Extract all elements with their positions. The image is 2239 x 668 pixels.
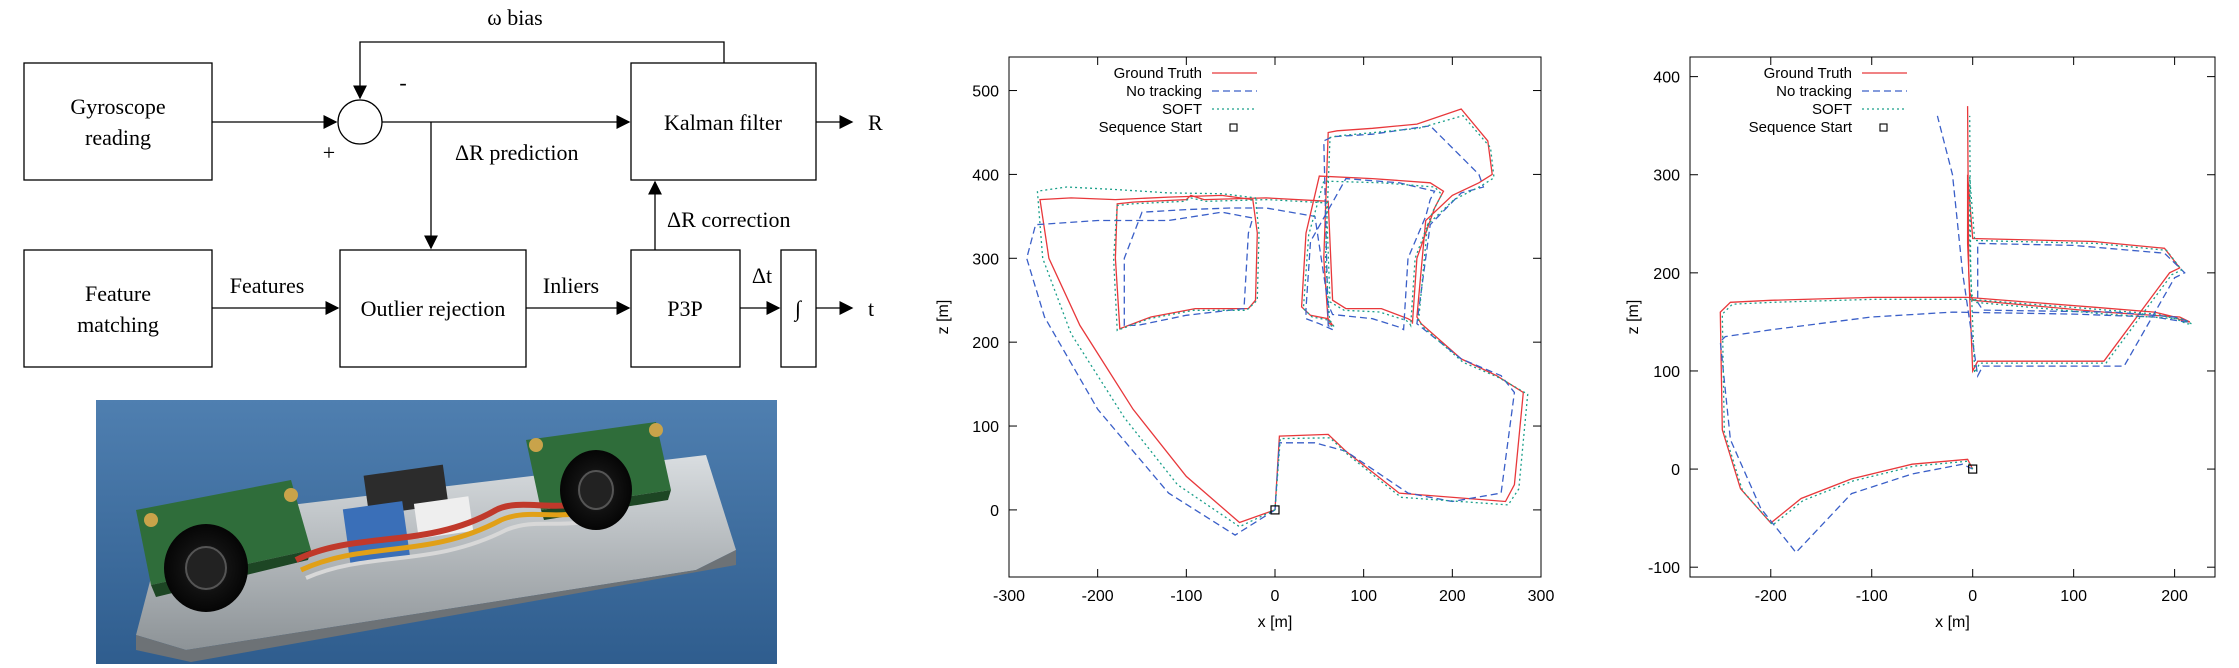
gyro-label-2: reading <box>85 125 151 150</box>
legend-label: SOFT <box>1162 101 1202 118</box>
r-output-label: R <box>868 110 883 135</box>
minus-label: - <box>399 70 406 95</box>
x-tick-label: 200 <box>1439 588 1466 605</box>
y-tick-label: 500 <box>972 84 999 101</box>
legend-label: No tracking <box>1126 83 1202 100</box>
x-axis-label: x [m] <box>1258 614 1293 631</box>
x-tick-label: 300 <box>1528 588 1555 605</box>
x-tick-label: 0 <box>1968 588 1977 605</box>
series-line-soft <box>1721 115 2193 526</box>
omega-bias-label: ω bias <box>487 5 542 30</box>
block-diagram: Gyroscope reading Feature matching Outli… <box>23 5 883 368</box>
kalman-box <box>630 62 817 181</box>
summing-junction <box>337 99 383 145</box>
outlier-label: Outlier rejection <box>361 296 506 321</box>
plus-label: + <box>323 140 335 165</box>
dr-correction-label: ΔR correction <box>667 207 791 232</box>
plot-frame <box>1689 56 2216 578</box>
dr-prediction-label: ΔR prediction <box>455 140 579 165</box>
legend-label: Sequence Start <box>1749 119 1853 136</box>
t-output-label: t <box>868 296 874 321</box>
series-line-no-tracking <box>1719 115 2190 554</box>
y-axis-label: z [m] <box>1625 300 1642 335</box>
y-tick-label: 300 <box>972 251 999 268</box>
stereo-camera-photo <box>96 400 777 664</box>
x-axis-label: x [m] <box>1935 614 1970 631</box>
outlier-box <box>339 249 527 368</box>
x-tick-label: 200 <box>2161 588 2188 605</box>
features-label: Features <box>230 273 305 298</box>
x-tick-label: 100 <box>1350 588 1377 605</box>
arrow-bias-feedback <box>353 41 725 100</box>
legend-label: Ground Truth <box>1114 65 1202 82</box>
trajectory-plot-right: -200 -100 0 100 200 -100 0 100 200 300 400 x [m] z [… <box>1625 56 2216 631</box>
y-tick-label: -100 <box>1648 560 1680 577</box>
x-tick-label: -100 <box>1856 588 1888 605</box>
sequence-start-marker <box>1270 505 1280 515</box>
x-tick-label: 0 <box>1271 588 1280 605</box>
legend-swatch <box>1879 123 1888 132</box>
feature-label-2: matching <box>77 312 159 337</box>
dt-label: Δt <box>752 263 772 288</box>
sequence-start-marker <box>1968 464 1978 474</box>
x-tick-label: -200 <box>1082 588 1114 605</box>
y-axis-label: z [m] <box>935 300 952 335</box>
y-tick-label: 0 <box>990 503 999 520</box>
inliers-label: Inliers <box>543 273 599 298</box>
feature-label-1: Feature <box>85 281 151 306</box>
gyro-label-1: Gyroscope <box>70 94 165 119</box>
legend-swatch <box>1229 123 1238 132</box>
series-line-soft <box>1036 114 1529 528</box>
y-tick-label: 100 <box>972 419 999 436</box>
x-tick-label: -100 <box>1170 588 1202 605</box>
y-tick-label: 200 <box>1653 266 1680 283</box>
legend-label: SOFT <box>1812 101 1852 118</box>
feature-box <box>23 249 213 368</box>
gyro-box <box>23 62 213 181</box>
p3p-box <box>630 249 741 368</box>
integrator-label: ∫ <box>793 296 803 322</box>
series-line-ground-truth <box>1039 108 1524 524</box>
y-tick-label: 400 <box>972 167 999 184</box>
y-tick-label: 300 <box>1653 168 1680 185</box>
series-line-no-tracking <box>1026 125 1516 536</box>
y-tick-label: 100 <box>1653 364 1680 381</box>
p3p-label: P3P <box>667 296 702 321</box>
y-tick-label: 0 <box>1671 462 1680 479</box>
legend-label: Sequence Start <box>1099 119 1203 136</box>
series-line-ground-truth <box>1719 106 2191 524</box>
y-tick-label: 400 <box>1653 70 1680 87</box>
legend-label: Ground Truth <box>1764 65 1852 82</box>
trajectory-plot-left: -300 -200 -100 0 100 200 300 0 100 200 300 400 500 x … <box>935 56 1555 631</box>
y-tick-label: 200 <box>972 335 999 352</box>
x-tick-label: -200 <box>1755 588 1787 605</box>
kalman-label: Kalman filter <box>664 110 783 135</box>
legend-label: No tracking <box>1776 83 1852 100</box>
x-tick-label: 100 <box>2060 588 2087 605</box>
x-tick-label: -300 <box>993 588 1025 605</box>
